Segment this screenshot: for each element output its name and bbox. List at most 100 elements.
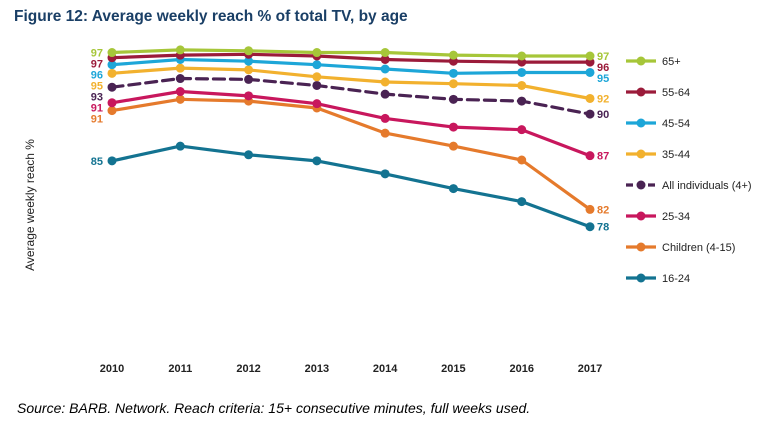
- data-point: [380, 54, 390, 64]
- x-tick-label: 2016: [509, 363, 533, 375]
- start-value-label: 97: [91, 48, 103, 60]
- legend-label: 45-54: [662, 118, 690, 130]
- start-value-label: 97: [91, 59, 103, 71]
- data-point: [448, 68, 458, 78]
- start-value-label: 93: [91, 92, 103, 104]
- legend-item: 45-54: [626, 118, 690, 130]
- series-line: [110, 144, 592, 229]
- series-line: [110, 57, 592, 75]
- data-point: [312, 60, 322, 70]
- legend-swatch-marker: [636, 118, 646, 128]
- data-point: [585, 93, 595, 103]
- legend-swatch-marker: [636, 87, 646, 97]
- data-point: [585, 222, 595, 232]
- data-point: [312, 99, 322, 109]
- legend-label: 35-44: [662, 149, 690, 161]
- end-value-label: 96: [597, 62, 609, 74]
- legend-label: 16-24: [662, 273, 690, 285]
- legend-swatch-marker: [636, 242, 646, 252]
- data-point: [107, 98, 117, 108]
- x-tick-label: 2012: [236, 363, 260, 375]
- y-axis-label: Average weekly reach %: [23, 139, 37, 271]
- data-point: [312, 156, 322, 166]
- x-tick-label: 2017: [578, 363, 602, 375]
- x-tick-label: 2014: [373, 363, 398, 375]
- data-point: [517, 197, 527, 207]
- data-point: [517, 155, 527, 165]
- data-point: [585, 51, 595, 61]
- data-point: [448, 79, 458, 89]
- end-value-label: 82: [597, 204, 609, 216]
- series-line: [110, 48, 592, 58]
- x-tick-label: 2015: [441, 363, 465, 375]
- series-line: [110, 89, 592, 158]
- legend-swatch-marker: [636, 273, 646, 283]
- x-tick-label: 2013: [305, 363, 329, 375]
- data-point: [585, 204, 595, 214]
- start-value-label: 85: [91, 156, 103, 168]
- legend-swatch-marker: [636, 149, 646, 159]
- legend-item: 25-34: [626, 211, 690, 223]
- legend-swatch-marker: [636, 180, 646, 190]
- start-value-label: 91: [91, 103, 103, 115]
- data-point: [107, 106, 117, 116]
- data-point: [380, 169, 390, 179]
- legend-label: 65+: [662, 56, 681, 68]
- series-line: [110, 97, 592, 211]
- legend-label: 55-64: [662, 87, 690, 99]
- data-point: [448, 122, 458, 132]
- legend-label: All individuals (4+): [662, 180, 752, 192]
- legend-item: 35-44: [626, 149, 690, 161]
- data-point: [448, 94, 458, 104]
- legend-item: 55-64: [626, 87, 690, 99]
- series-line: [110, 66, 592, 101]
- end-value-label: 90: [597, 109, 609, 121]
- data-point: [380, 64, 390, 74]
- data-point: [107, 60, 117, 70]
- end-value-label: 87: [597, 151, 609, 163]
- chart-title: Figure 12: Average weekly reach % of tot…: [14, 8, 408, 25]
- start-value-label: 91: [91, 114, 103, 126]
- series-line: [110, 76, 592, 116]
- data-point: [585, 109, 595, 119]
- data-point: [380, 113, 390, 123]
- legend-label: 25-34: [662, 211, 690, 223]
- data-point: [175, 74, 185, 84]
- data-point: [244, 91, 254, 101]
- data-point: [585, 151, 595, 161]
- data-point: [517, 67, 527, 77]
- data-point: [244, 46, 254, 56]
- x-tick-label: 2011: [168, 363, 192, 375]
- data-point: [517, 125, 527, 135]
- data-point: [380, 48, 390, 58]
- data-point: [244, 56, 254, 66]
- data-point: [175, 87, 185, 97]
- data-point: [107, 68, 117, 78]
- legend-swatch-marker: [636, 56, 646, 66]
- data-point: [244, 65, 254, 75]
- series-line: [110, 52, 592, 64]
- data-point: [312, 72, 322, 82]
- data-point: [107, 48, 117, 58]
- data-point: [448, 141, 458, 151]
- legend-item: Children (4-15): [626, 242, 735, 254]
- data-point: [448, 184, 458, 194]
- data-point: [517, 80, 527, 90]
- data-point: [380, 77, 390, 87]
- legend-swatch-marker: [636, 211, 646, 221]
- data-point: [380, 89, 390, 99]
- data-point: [517, 51, 527, 61]
- data-point: [244, 74, 254, 84]
- data-point: [107, 82, 117, 92]
- end-value-label: 78: [597, 222, 609, 234]
- end-value-label: 92: [597, 93, 609, 105]
- data-point: [312, 80, 322, 90]
- data-point: [175, 45, 185, 55]
- start-value-label: 96: [91, 70, 103, 82]
- data-point: [585, 67, 595, 77]
- data-point: [175, 63, 185, 73]
- legend-item: 16-24: [626, 273, 690, 285]
- legend-label: Children (4-15): [662, 242, 735, 254]
- data-point: [175, 141, 185, 151]
